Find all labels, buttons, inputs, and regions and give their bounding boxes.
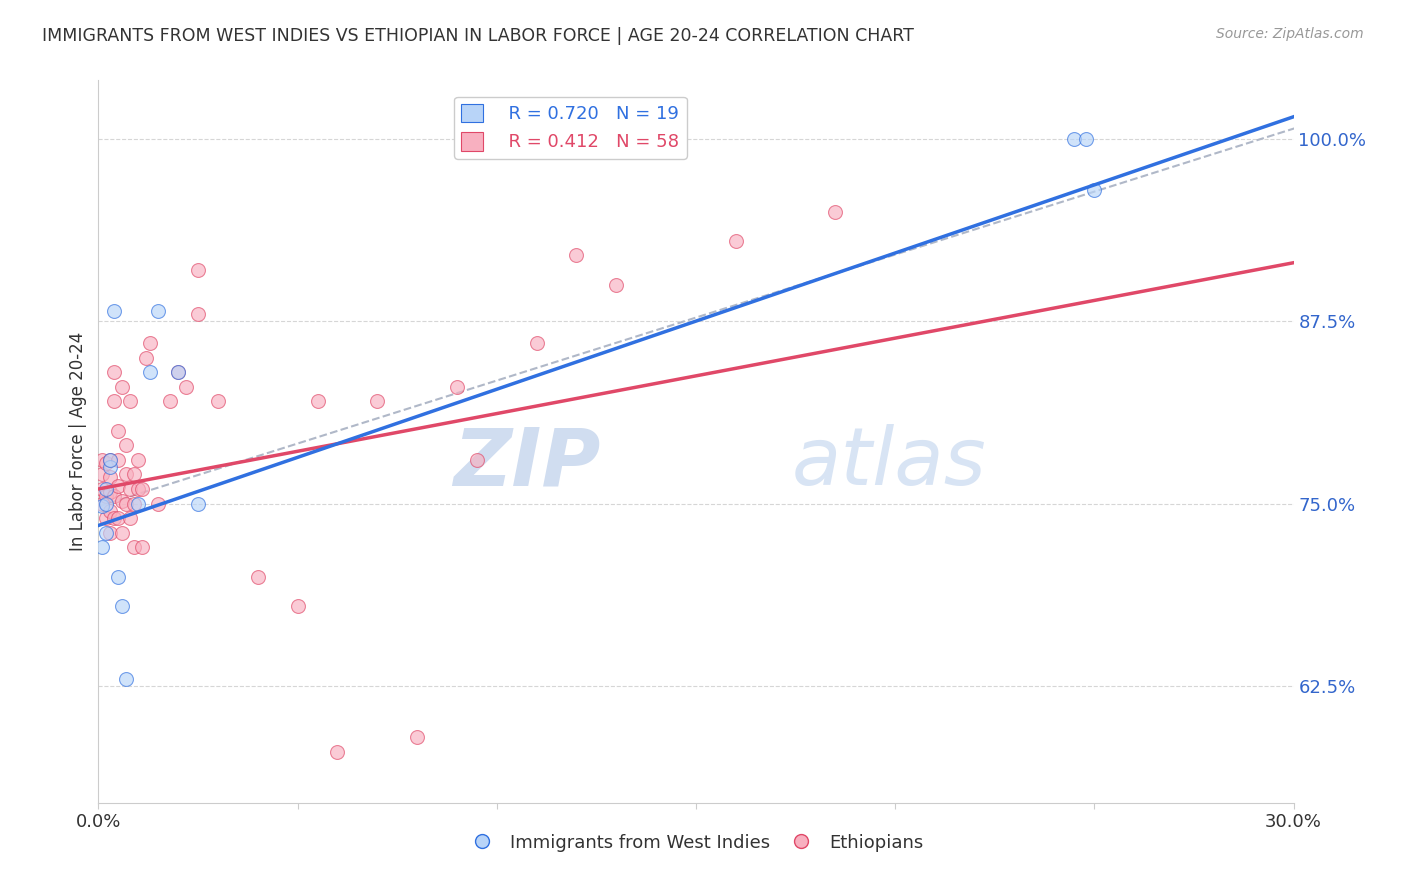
Point xyxy=(107,452,129,467)
Point xyxy=(120,482,142,496)
Point xyxy=(111,493,134,508)
Point xyxy=(111,599,134,613)
Point xyxy=(124,497,146,511)
Point xyxy=(96,456,118,470)
Point xyxy=(91,452,114,467)
Point xyxy=(246,569,269,583)
Point xyxy=(107,511,129,525)
Point xyxy=(120,394,142,409)
Point xyxy=(103,489,125,503)
Point xyxy=(724,234,747,248)
Point xyxy=(174,380,197,394)
Text: ZIP: ZIP xyxy=(453,425,600,502)
Point xyxy=(98,470,122,484)
Point xyxy=(605,277,627,292)
Point xyxy=(120,511,142,525)
Point xyxy=(131,541,153,555)
Point xyxy=(167,365,190,379)
Point xyxy=(96,497,118,511)
Point xyxy=(326,745,349,759)
Point xyxy=(115,438,138,452)
Point xyxy=(91,541,114,555)
Point xyxy=(127,497,149,511)
Text: atlas: atlas xyxy=(792,425,987,502)
Point xyxy=(98,484,122,499)
Point xyxy=(187,497,209,511)
Point xyxy=(107,424,129,438)
Point xyxy=(406,730,429,744)
Point xyxy=(187,307,209,321)
Point xyxy=(565,248,588,262)
Point xyxy=(187,263,209,277)
Point xyxy=(127,482,149,496)
Point xyxy=(98,452,122,467)
Point xyxy=(115,497,138,511)
Point xyxy=(135,351,157,365)
Point xyxy=(115,467,138,482)
Point xyxy=(111,380,134,394)
Point xyxy=(98,452,122,467)
Point xyxy=(107,479,129,493)
Point xyxy=(98,460,122,475)
Point xyxy=(103,511,125,525)
Point xyxy=(1076,131,1098,145)
Point xyxy=(307,394,329,409)
Point xyxy=(167,365,190,379)
Point xyxy=(91,497,114,511)
Text: Source: ZipAtlas.com: Source: ZipAtlas.com xyxy=(1216,27,1364,41)
Point xyxy=(139,336,162,351)
Point xyxy=(115,672,138,686)
Y-axis label: In Labor Force | Age 20-24: In Labor Force | Age 20-24 xyxy=(69,332,87,551)
Point xyxy=(96,525,118,540)
Point xyxy=(366,394,388,409)
Point xyxy=(107,569,129,583)
Point xyxy=(96,482,118,496)
Point xyxy=(98,525,122,540)
Point xyxy=(207,394,229,409)
Text: IMMIGRANTS FROM WEST INDIES VS ETHIOPIAN IN LABOR FORCE | AGE 20-24 CORRELATION : IMMIGRANTS FROM WEST INDIES VS ETHIOPIAN… xyxy=(42,27,914,45)
Point xyxy=(91,500,114,514)
Point xyxy=(446,380,468,394)
Point xyxy=(111,525,134,540)
Point xyxy=(824,204,846,219)
Point xyxy=(127,452,149,467)
Point xyxy=(103,365,125,379)
Point xyxy=(1063,131,1085,145)
Point xyxy=(103,304,125,318)
Point xyxy=(98,504,122,518)
Point xyxy=(1083,183,1105,197)
Point xyxy=(124,541,146,555)
Point xyxy=(148,497,170,511)
Point xyxy=(96,511,118,525)
Point xyxy=(103,394,125,409)
Point xyxy=(139,365,162,379)
Point xyxy=(131,482,153,496)
Point xyxy=(124,467,146,482)
Point xyxy=(148,304,170,318)
Point xyxy=(159,394,181,409)
Point xyxy=(91,467,114,482)
Legend: Immigrants from West Indies, Ethiopians: Immigrants from West Indies, Ethiopians xyxy=(461,826,931,859)
Point xyxy=(465,452,488,467)
Point xyxy=(96,489,118,503)
Point xyxy=(91,482,114,496)
Point xyxy=(287,599,309,613)
Point xyxy=(526,336,548,351)
